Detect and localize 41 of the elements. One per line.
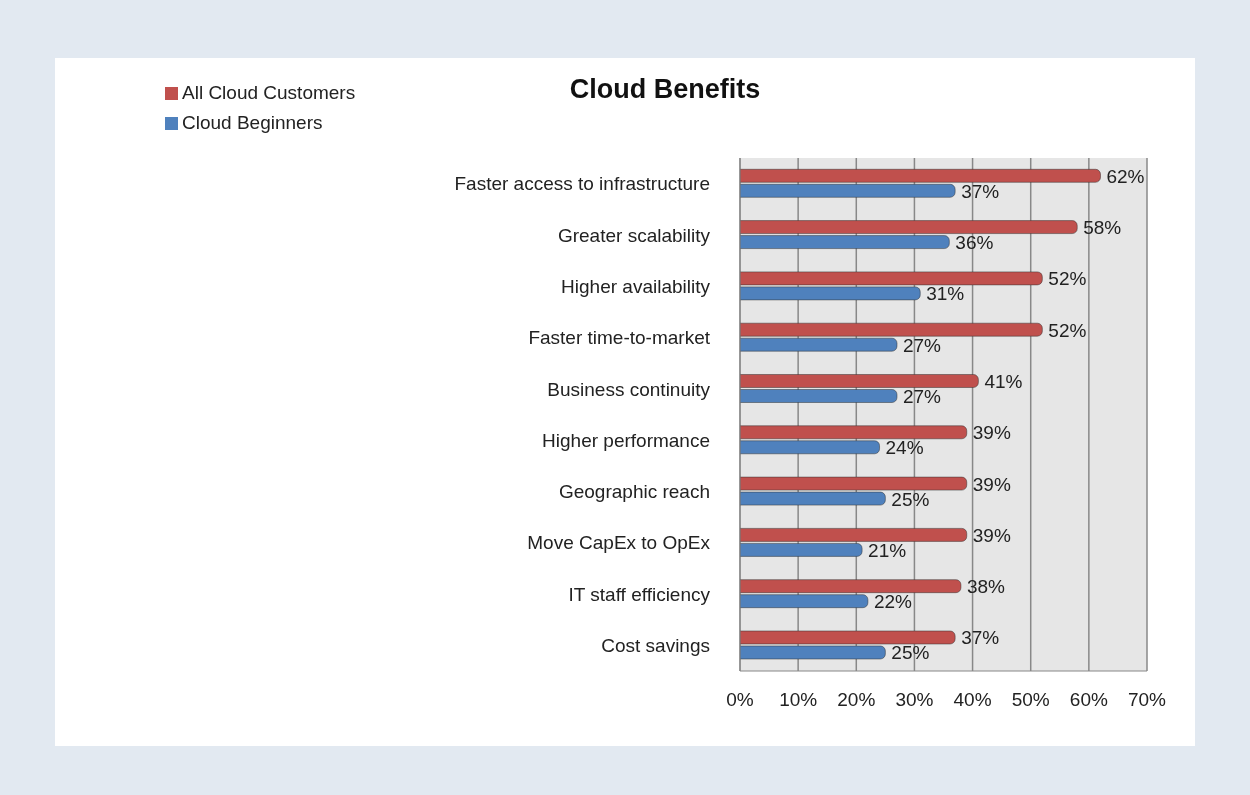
y-tick-label: Higher performance <box>542 429 710 451</box>
x-tick-label: 30% <box>895 689 934 711</box>
legend-label: Cloud Beginners <box>182 112 323 133</box>
y-tick-label: Cost savings <box>601 635 710 657</box>
data-label: 62% <box>1106 165 1145 187</box>
data-label: 27% <box>902 385 942 407</box>
data-label: 25% <box>891 488 930 510</box>
data-label: 41% <box>984 370 1023 392</box>
data-label: 27% <box>902 334 942 356</box>
chart-title: Cloud Benefits <box>569 74 761 104</box>
y-tick-label: Higher availability <box>561 275 711 297</box>
data-label: 24% <box>885 437 924 459</box>
y-tick-label: Move CapEx to OpEx <box>527 532 711 554</box>
y-tick-label: Greater scalability <box>557 224 711 246</box>
data-label: 22% <box>873 591 913 613</box>
y-tick-label: Faster access to infrastructure <box>454 173 710 195</box>
y-tick-label: IT staff efficiency <box>568 583 711 605</box>
data-label: 52% <box>1048 319 1087 341</box>
data-label: 21% <box>868 539 907 561</box>
data-label: 39% <box>972 422 1011 444</box>
data-label: 36% <box>955 232 994 254</box>
data-label: 37% <box>961 627 1000 649</box>
y-tick-label: Business continuity <box>547 378 711 400</box>
data-label: 39% <box>972 524 1011 546</box>
x-tick-label: 70% <box>1127 689 1167 711</box>
x-tick-label: 40% <box>953 689 992 711</box>
data-label: 52% <box>1048 268 1087 290</box>
data-label: 39% <box>972 473 1011 495</box>
data-label: 37% <box>961 180 1000 202</box>
data-label: 25% <box>891 642 930 664</box>
x-tick-label: 10% <box>779 689 818 711</box>
y-tick-label: Faster time-to-market <box>528 327 711 349</box>
x-tick-label: 60% <box>1069 689 1108 711</box>
y-tick-label: Geographic reach <box>558 481 710 503</box>
x-tick-label: 0% <box>726 689 754 711</box>
legend-label: All Cloud Customers <box>182 82 356 103</box>
x-tick-label: 20% <box>837 689 876 711</box>
x-tick-label: 50% <box>1011 689 1050 711</box>
data-label: 38% <box>966 576 1006 598</box>
data-label: 31% <box>926 283 965 305</box>
data-label: 58% <box>1083 217 1122 239</box>
